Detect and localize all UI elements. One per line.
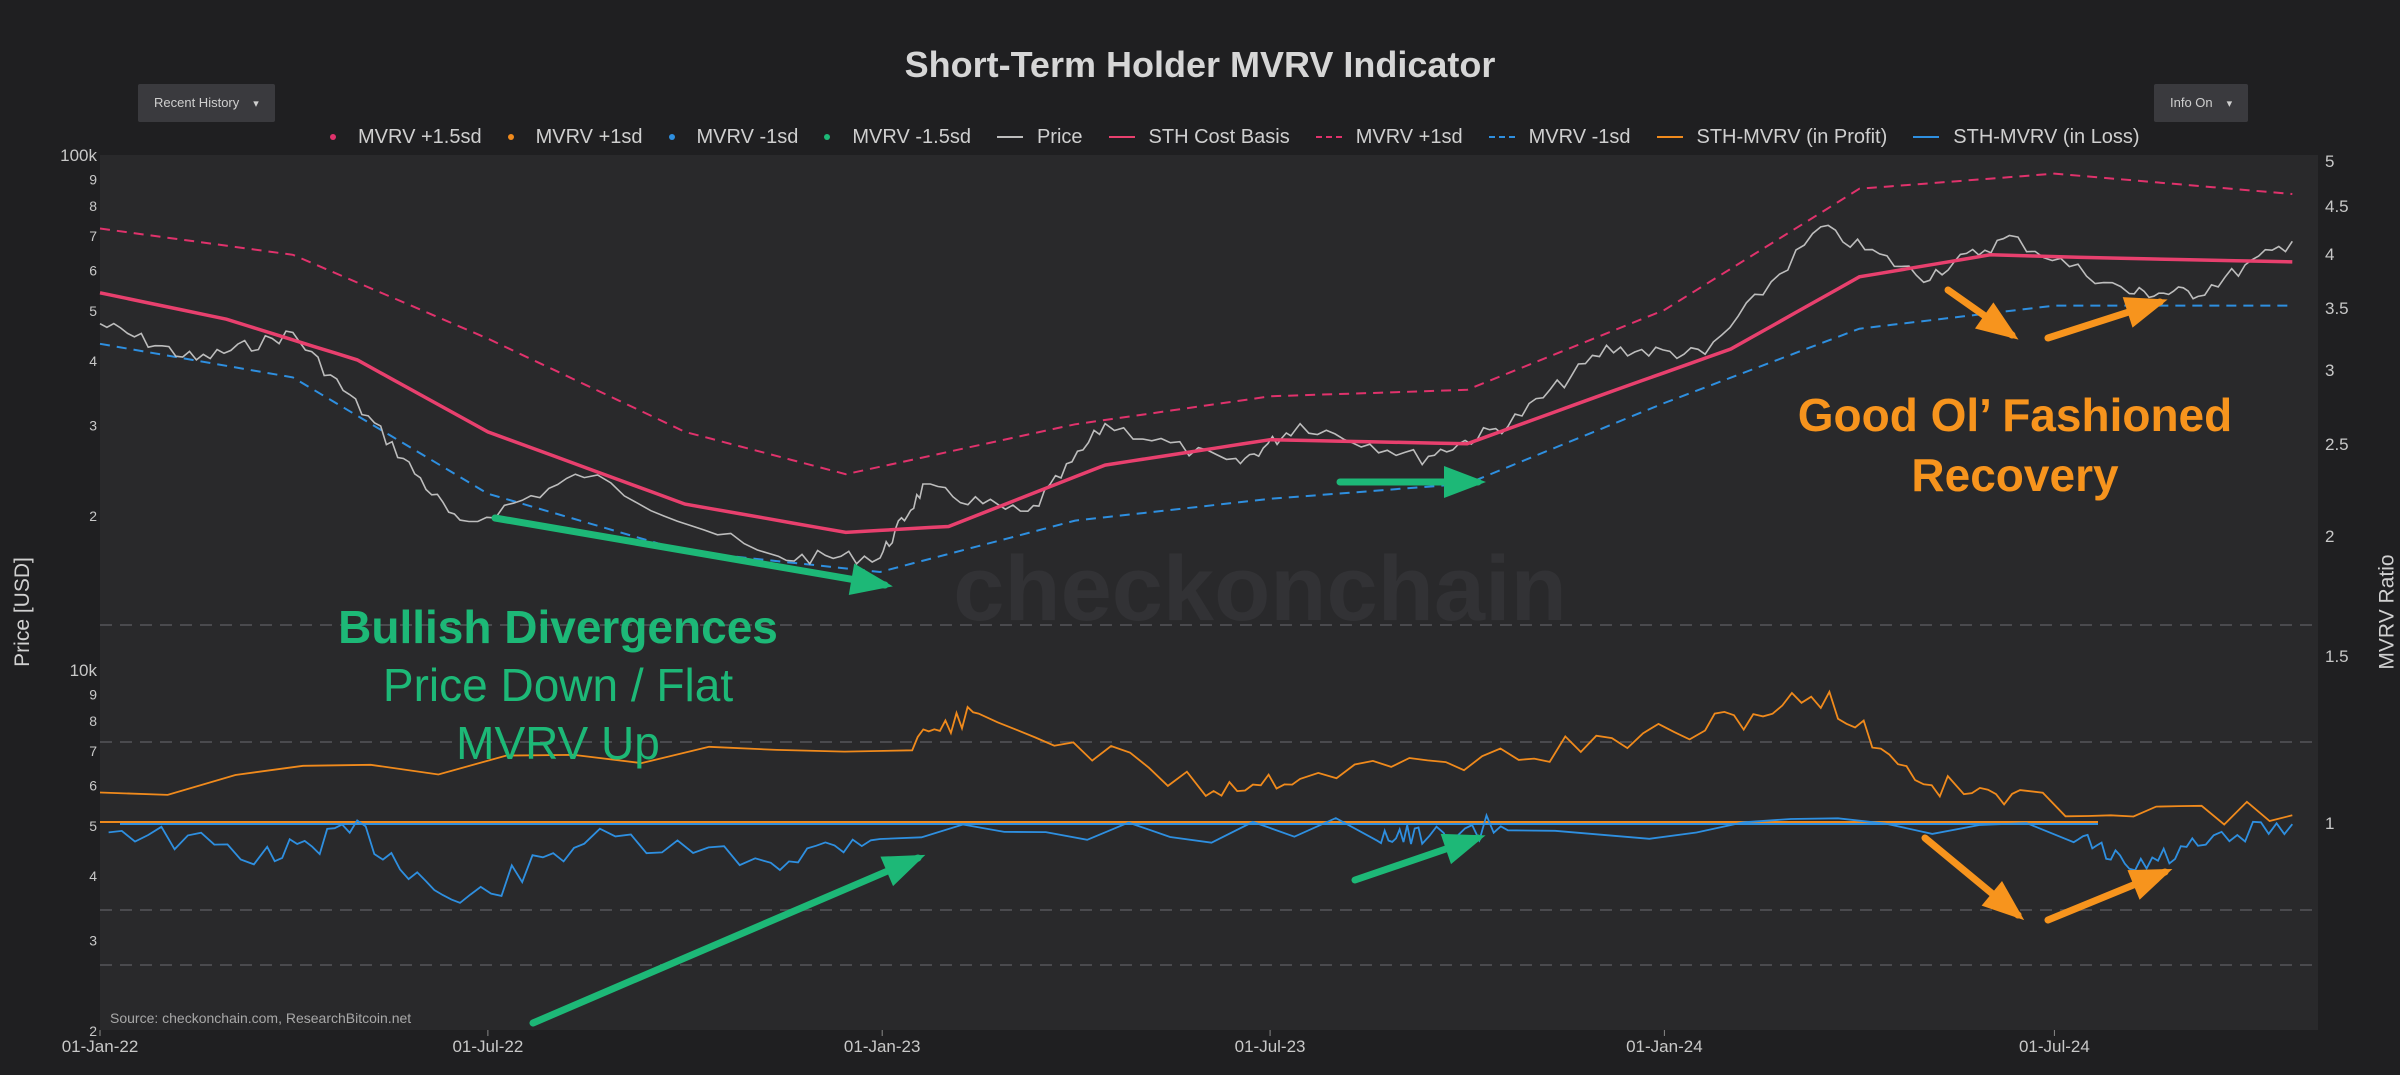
y-tick-right: 4.5 <box>2325 197 2349 216</box>
legend-label: MVRV -1sd <box>1528 125 1631 148</box>
arrow-recovery-mvrv-down-head <box>1981 880 2025 921</box>
bullish-annotation-line1: Price Down / Flat <box>382 659 734 711</box>
arrow-recovery-price-up-head <box>2122 297 2168 328</box>
legend-item[interactable]: STH-MVRV (in Loss) <box>1913 125 2140 149</box>
legend-label: MVRV +1sd <box>535 125 643 148</box>
x-tick-label: 01-Jul-22 <box>452 1037 523 1056</box>
legend-item[interactable]: MVRV +1sd <box>1315 125 1463 149</box>
y-tick-left: 7 <box>89 743 97 759</box>
source-note: Source: checkonchain.com, ResearchBitcoi… <box>110 1010 412 1026</box>
y-tick-left: 2 <box>89 1023 97 1039</box>
y-axis-label-left: Price [USD] <box>10 557 34 667</box>
arrow-recovery-mvrv-up-head <box>2127 868 2173 900</box>
y-tick-right: 2.5 <box>2325 435 2349 454</box>
legend-label: STH-MVRV (in Profit) <box>1696 125 1888 148</box>
legend-item[interactable]: MVRV +1.5sd <box>330 126 482 149</box>
recovery-annotation-line2: Recovery <box>1911 449 2119 501</box>
legend-marker <box>1656 136 1683 138</box>
legend-label: Price <box>1036 125 1083 148</box>
y-tick-left: 2 <box>89 508 97 524</box>
legend-label: STH Cost Basis <box>1148 125 1290 148</box>
y-tick-left: 5 <box>89 303 97 319</box>
legend-label: MVRV +1.5sd <box>358 125 482 148</box>
arrow-divergence-price <box>491 514 889 589</box>
chart-title: Short-Term Holder MVRV Indicator <box>904 44 1496 85</box>
watermark: checkonchain <box>953 538 1567 640</box>
legend-item[interactable]: STH Cost Basis <box>1108 125 1290 149</box>
chart-legend: MVRV +1.5sd MVRV +1sd MVRV -1sd MVRV -1.5sd… <box>330 124 2166 150</box>
series-mvrv-profit <box>99 689 2293 826</box>
legend-marker <box>1488 136 1515 138</box>
legend-item[interactable]: MVRV +1sd <box>507 125 643 149</box>
y-tick-right: 2 <box>2325 527 2334 546</box>
bullish-annotation-title: Bullish Divergences <box>338 601 778 653</box>
legend-marker <box>330 134 336 140</box>
legend-marker <box>1913 136 1940 138</box>
y-tick-left: 8 <box>89 198 97 214</box>
info-toggle-dropdown[interactable]: Info On ▾ <box>2154 84 2249 122</box>
y-tick-left: 6 <box>89 777 97 793</box>
series-cost-basis <box>99 253 2293 535</box>
legend-marker <box>507 134 514 140</box>
x-tick-label: 01-Jan-23 <box>844 1037 921 1056</box>
legend-marker <box>1315 136 1342 138</box>
x-tick-label: 01-Jul-24 <box>2019 1037 2090 1056</box>
bullish-annotation-line2: MVRV Up <box>456 717 660 769</box>
x-tick-label: 01-Jul-23 <box>1235 1037 1306 1056</box>
y-axis-label-right: MVRV Ratio <box>2375 554 2399 670</box>
info-toggle-label: Info On <box>2170 95 2213 110</box>
legend-item[interactable]: STH-MVRV (in Profit) <box>1656 125 1888 149</box>
chevron-down-icon: ▾ <box>2226 98 2233 110</box>
y-tick-left: 100k <box>60 146 97 165</box>
y-tick-right: 1 <box>2325 814 2334 833</box>
legend-item[interactable]: MVRV -1sd <box>1488 125 1631 149</box>
legend-item[interactable]: Price <box>996 125 1083 149</box>
legend-label: MVRV -1sd <box>696 125 799 148</box>
y-tick-left: 8 <box>89 713 97 729</box>
recent-history-label: Recent History <box>154 95 240 110</box>
arrow-divergence-price-2-head <box>1444 466 1486 498</box>
series-upper-band <box>99 172 2293 476</box>
y-tick-left: 7 <box>89 228 97 244</box>
y-tick-left: 9 <box>89 172 97 188</box>
series-mvrv-loss <box>108 812 2294 904</box>
y-tick-left: 4 <box>89 868 97 884</box>
arrow-divergence-mvrv <box>529 854 922 1027</box>
legend-marker <box>1108 136 1135 138</box>
recent-history-dropdown[interactable]: Recent History ▾ <box>138 84 275 122</box>
series-lower-band <box>99 304 2293 574</box>
y-tick-right: 3.5 <box>2325 299 2349 318</box>
recovery-annotation-line1: Good Ol’ Fashioned <box>1797 389 2233 441</box>
arrow-divergence-mvrv-head <box>880 854 926 887</box>
y-tick-left: 6 <box>89 262 97 278</box>
x-tick-label: 01-Jan-24 <box>1626 1037 1703 1056</box>
arrow-divergence-price-head <box>848 563 893 596</box>
y-tick-left: 9 <box>89 687 97 703</box>
y-tick-left: 3 <box>89 932 97 948</box>
legend-marker <box>996 136 1023 138</box>
y-tick-right: 3 <box>2325 361 2334 380</box>
y-tick-left: 3 <box>89 417 97 433</box>
legend-marker <box>668 134 675 140</box>
arrow-divergence-mvrv-2-head <box>1440 833 1486 865</box>
x-tick-label: 01-Jan-22 <box>62 1037 139 1056</box>
y-tick-right: 1.5 <box>2325 647 2349 666</box>
y-tick-right: 5 <box>2325 152 2334 171</box>
chevron-down-icon: ▾ <box>253 98 259 110</box>
plot-area <box>100 155 2318 1030</box>
legend-marker <box>824 134 831 140</box>
y-tick-left: 5 <box>89 818 97 834</box>
legend-label: MVRV +1sd <box>1355 125 1463 148</box>
series-price <box>99 224 2293 566</box>
y-tick-left: 4 <box>89 353 97 369</box>
y-tick-left: 10k <box>70 661 98 680</box>
legend-label: STH-MVRV (in Loss) <box>1953 125 2140 148</box>
arrow-recovery-price-down-head <box>1974 302 2019 340</box>
legend-item[interactable]: MVRV -1sd <box>668 125 799 149</box>
y-tick-right: 4 <box>2325 245 2334 264</box>
legend-item[interactable]: MVRV -1.5sd <box>824 126 971 149</box>
legend-label: MVRV -1.5sd <box>852 125 971 148</box>
